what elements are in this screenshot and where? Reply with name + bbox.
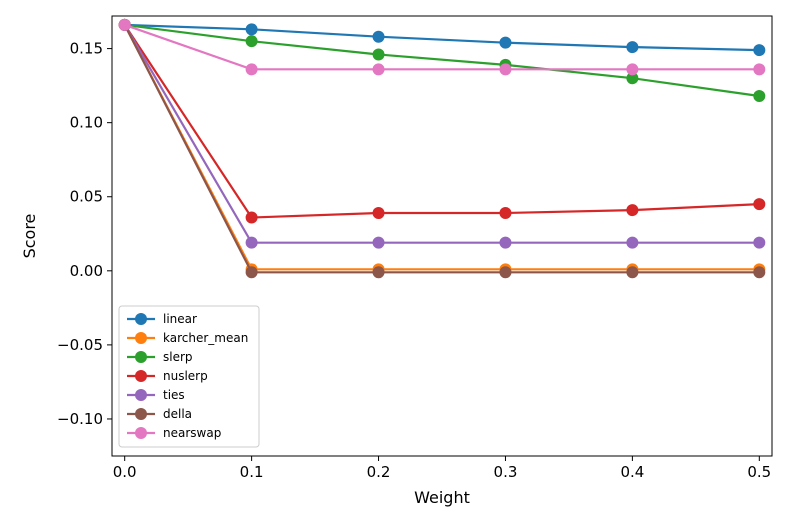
data-point-della: [245, 266, 258, 279]
data-point-ties: [245, 236, 258, 249]
series-nearswap: [118, 18, 766, 76]
legend-box: [118, 305, 260, 448]
data-point-linear: [245, 23, 258, 36]
data-point-nuslerp: [245, 211, 258, 224]
legend-entry-ties: ties: [127, 388, 185, 402]
plot-area: [111, 15, 773, 457]
data-point-nuslerp: [499, 207, 512, 220]
data-point-linear: [499, 36, 512, 49]
data-point-della: [626, 266, 639, 279]
series-line-karcher_mean: [123, 24, 760, 271]
data-point-slerp: [753, 90, 766, 102]
series-nuslerp: [118, 18, 766, 224]
y-tick-label: 0.05: [70, 188, 103, 206]
data-point-ties: [499, 236, 512, 249]
legend-label: karcher_mean: [163, 331, 248, 345]
plot-frame: [111, 15, 773, 457]
legend-marker: [135, 370, 147, 382]
series-line-ties: [123, 24, 760, 244]
data-point-slerp: [626, 72, 639, 85]
series-line-nearswap: [124, 23, 760, 71]
series-line-linear: [124, 23, 760, 52]
x-tick-label: 0.3: [494, 463, 518, 481]
legend-label: linear: [163, 312, 197, 326]
y-tick-label: 0.00: [70, 262, 103, 280]
legend-label: ties: [163, 388, 185, 402]
series-line-della: [123, 24, 760, 274]
legend-entry-nuslerp: nuslerp: [127, 369, 208, 383]
x-axis: 0.0 0.1 0.2 0.3 0.4 0.5: [113, 456, 771, 481]
data-point-nuslerp: [753, 198, 766, 211]
data-point-nuslerp: [626, 204, 639, 217]
series-line-nuslerp: [123, 24, 760, 219]
x-tick-label: 0.0: [113, 463, 137, 481]
data-point-nearswap: [753, 63, 766, 76]
data-point-ties: [626, 236, 639, 249]
legend-marker: [135, 408, 147, 420]
legend-label: della: [163, 407, 192, 421]
series-layer: [118, 18, 766, 279]
data-point-della: [753, 266, 766, 279]
y-axis: −0.10 −0.05 0.00 0.05 0.10 0.15: [57, 40, 112, 428]
y-axis-label: Score: [20, 214, 39, 259]
data-point-linear: [753, 44, 766, 57]
data-point-nearswap: [372, 63, 385, 76]
data-point-nearswap: [245, 63, 258, 76]
legend-entry-della: della: [127, 407, 192, 421]
x-tick-label: 0.1: [240, 463, 264, 481]
y-tick-label: −0.10: [57, 410, 103, 428]
x-tick-label: 0.2: [367, 463, 391, 481]
legend-entry-karcher_mean: karcher_mean: [127, 331, 248, 345]
data-point-slerp: [372, 48, 385, 61]
y-tick-label: −0.05: [57, 336, 103, 354]
legend-marker: [135, 351, 147, 363]
data-point-ties: [372, 236, 385, 249]
series-ties: [118, 18, 766, 249]
data-point-della: [499, 266, 512, 279]
legend-marker: [135, 313, 147, 325]
data-point-nearswap: [626, 63, 639, 76]
series-line-slerp: [124, 23, 760, 98]
y-tick-label: 0.10: [70, 114, 103, 132]
x-axis-label: Weight: [414, 488, 470, 507]
series-slerp: [118, 18, 766, 102]
legend-label: slerp: [163, 350, 193, 364]
legend-entry-slerp: slerp: [127, 350, 193, 364]
series-linear: [118, 18, 766, 57]
data-point-linear: [626, 41, 639, 54]
data-point-linear: [372, 30, 385, 43]
data-point-nearswap: [118, 18, 131, 31]
y-tick-label: 0.15: [70, 40, 103, 58]
legend-entry-nearswap: nearswap: [127, 426, 221, 440]
data-point-ties: [753, 236, 766, 249]
x-tick-label: 0.4: [620, 463, 644, 481]
data-point-nearswap: [499, 63, 512, 76]
x-tick-label: 0.5: [747, 463, 771, 481]
legend-marker: [135, 389, 147, 401]
data-point-nuslerp: [372, 207, 385, 220]
legend-entry-linear: linear: [127, 312, 197, 326]
legend-label: nearswap: [163, 426, 221, 440]
legend-label: nuslerp: [163, 369, 208, 383]
data-point-della: [372, 266, 385, 279]
legend-marker: [135, 332, 147, 344]
data-point-slerp: [245, 35, 258, 48]
legend-marker: [135, 427, 147, 439]
